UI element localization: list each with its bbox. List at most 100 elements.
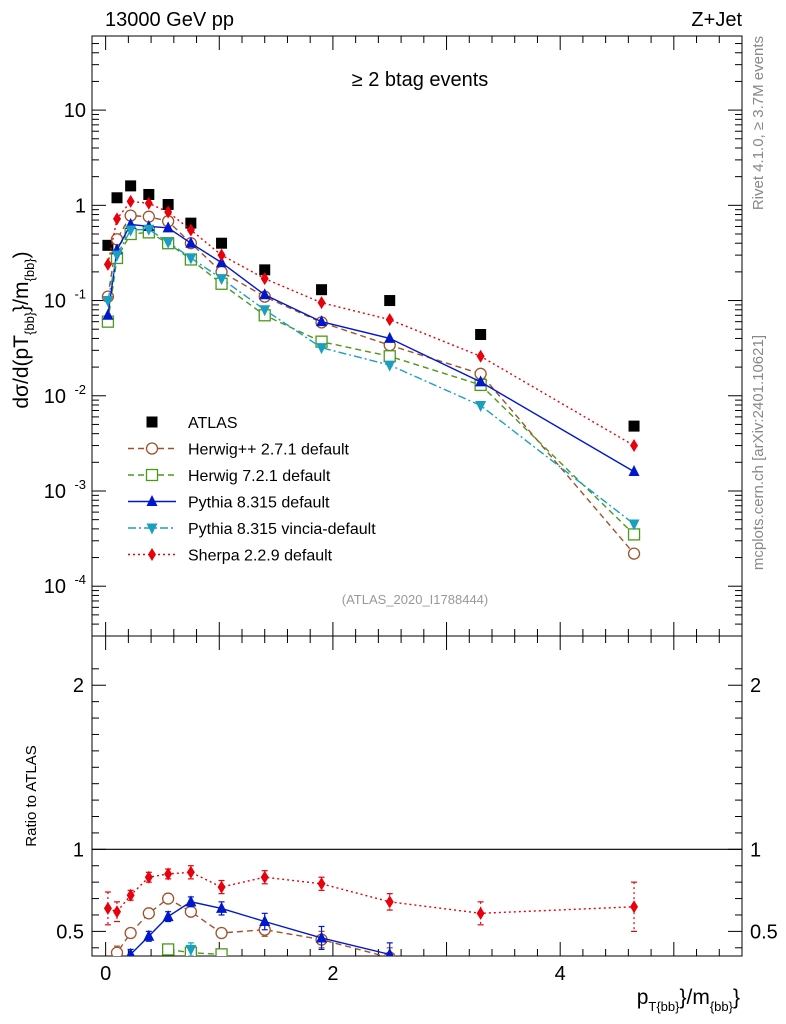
legend-entry: Herwig++ 2.7.1 default xyxy=(128,442,350,459)
data-point xyxy=(185,236,197,248)
legend-entry: Herwig 7.2.1 default xyxy=(128,468,331,485)
ratio-y-tick-label: 0.5 xyxy=(56,921,84,943)
series-herwig-2-7-1-default xyxy=(101,209,641,560)
legend-label: Pythia 8.315 default xyxy=(188,495,330,512)
data-point xyxy=(216,274,228,286)
data-point xyxy=(384,295,396,307)
data-point xyxy=(111,192,123,204)
data-point xyxy=(475,401,487,413)
main-y-axis-label: dσ/d(pT{bb}}/m{bb}) xyxy=(10,251,37,408)
data-point xyxy=(317,296,326,310)
legend-marker xyxy=(145,442,159,455)
legend-label: Pythia 8.315 vincia-default xyxy=(188,521,376,538)
data-point xyxy=(384,331,396,343)
data-point xyxy=(162,237,174,249)
series-pythia-8-315-vincia-default xyxy=(102,224,640,531)
data-point xyxy=(259,264,271,276)
ratio-data-point xyxy=(126,947,135,956)
legend-marker xyxy=(146,416,158,428)
data-point xyxy=(125,225,137,237)
ratio-data-point xyxy=(164,867,173,881)
ratio-y-tick-label: 2 xyxy=(73,675,84,697)
ratio-data-point xyxy=(215,948,228,956)
data-point xyxy=(316,284,328,296)
data-point xyxy=(630,439,639,453)
ratio-data-point xyxy=(476,906,485,920)
ratio-data-point xyxy=(112,961,123,972)
series-atlas xyxy=(102,180,640,432)
data-point xyxy=(185,217,197,229)
legend-marker xyxy=(146,495,158,506)
main-y-tick-exponent: -1 xyxy=(74,287,86,302)
data-point xyxy=(316,315,328,327)
main-y-tick-exponent: -3 xyxy=(74,477,86,492)
data-point xyxy=(113,212,121,226)
series-herwig-7-2-1-default xyxy=(101,226,641,541)
ratio-data-point xyxy=(385,947,394,956)
data-point xyxy=(628,420,640,432)
ratio-y-tick-label-right: 0.5 xyxy=(750,921,778,943)
ratio-data-point xyxy=(316,931,328,943)
ratio-y-tick-label-right: 1 xyxy=(750,839,761,861)
watermark-label: (ATLAS_2020_I1788444) xyxy=(342,592,488,607)
data-point xyxy=(186,223,195,237)
data-point xyxy=(316,343,328,355)
ratio-series-pythia-8-315-vincia-default xyxy=(185,942,197,956)
data-point xyxy=(259,305,271,317)
legend-marker xyxy=(148,548,156,561)
series-line xyxy=(107,231,635,535)
data-point xyxy=(216,237,228,249)
mcplots-side-label: mcplots.cern.ch [arXiv:2401.10621] xyxy=(750,335,767,570)
data-point xyxy=(126,194,135,208)
legend-entry: Sherpa 2.2.9 default xyxy=(128,548,333,565)
data-point xyxy=(260,272,269,286)
x-tick-label: 4 xyxy=(555,963,566,985)
ratio-series-sherpa-2-2-9-default xyxy=(103,865,639,932)
data-point xyxy=(125,180,137,192)
series-sherpa-2-2-9-default xyxy=(103,194,639,453)
data-point xyxy=(217,248,226,262)
data-point xyxy=(102,308,114,320)
legend-marker xyxy=(145,468,159,482)
series-line xyxy=(107,214,635,555)
ratio-data-point xyxy=(103,901,112,915)
legend-label: ATLAS xyxy=(188,415,238,432)
main-series-group xyxy=(101,180,641,560)
ratio-data-point xyxy=(161,943,175,956)
data-point xyxy=(162,221,174,233)
data-point xyxy=(627,528,641,541)
data-point xyxy=(164,205,173,219)
ratio-axes: 0 2 4 0.5 0.5 1 1 2 2 xyxy=(56,636,778,985)
ratio-data-point xyxy=(162,910,174,922)
ratio-data-point xyxy=(184,905,198,918)
x-axis-label: pT{bb}}/m{bb}} xyxy=(637,986,740,1014)
data-point xyxy=(143,188,155,200)
data-point xyxy=(476,349,485,363)
ratio-data-point xyxy=(161,892,175,905)
main-y-tick-exponent: -2 xyxy=(74,382,86,397)
ratio-data-point xyxy=(142,907,155,920)
ratio-data-point xyxy=(110,946,124,956)
data-point xyxy=(628,519,640,531)
svg-text:pT{bb}}/m{bb}}: pT{bb}}/m{bb}} xyxy=(637,986,740,1014)
main-y-tick-label: 1 xyxy=(75,195,86,217)
main-y-tick-label: 10 xyxy=(44,481,66,503)
ratio-data-point xyxy=(186,865,195,879)
ratio-data-point xyxy=(113,905,121,919)
data-point xyxy=(185,253,197,265)
ratio-plot-frame xyxy=(91,635,743,957)
series-line xyxy=(107,200,635,447)
main-plot-frame xyxy=(91,35,743,637)
ratio-data-point xyxy=(215,926,228,940)
svg-text:dσ/d(pT{bb}}/m{bb}): dσ/d(pT{bb}}/m{bb}) xyxy=(10,251,37,408)
data-point xyxy=(384,360,396,372)
ratio-y-tick-label: 1 xyxy=(73,839,84,861)
ratio-series-pythia-8-315-default xyxy=(112,895,394,972)
ratio-series-herwig-2-7-1-default xyxy=(110,892,396,956)
process-label: Z+Jet xyxy=(691,9,742,31)
ratio-data-point xyxy=(185,895,197,907)
ratio-series-line xyxy=(107,871,635,915)
data-point xyxy=(628,465,640,477)
legend-label: Herwig++ 2.7.1 default xyxy=(188,442,350,459)
data-point xyxy=(216,256,228,268)
